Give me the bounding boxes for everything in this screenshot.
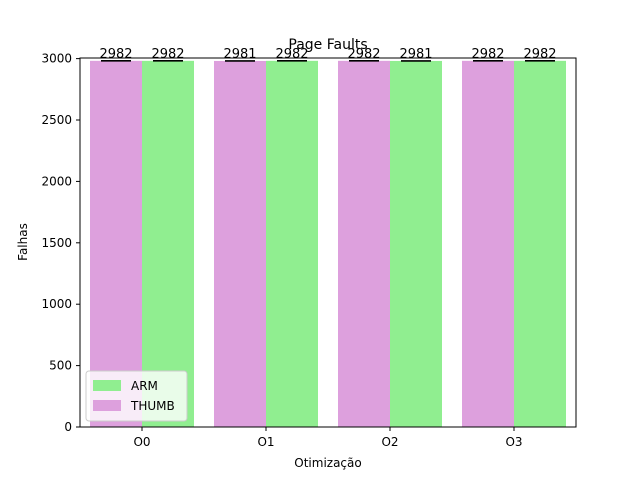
bar-arm-o3 [514,60,566,428]
data-label-arm-o2: 2981 [399,47,432,62]
bars-group [90,60,566,428]
data-label-arm-o1: 2982 [275,47,308,62]
data-label-thumb-o1: 2981 [223,47,256,62]
legend-label-thumb: THUMB [130,399,175,413]
x-tick-label-o1: O1 [257,435,274,449]
x-axis-ticks: O0 O1 O2 O3 [133,427,523,449]
y-tick-label-500: 500 [49,359,72,373]
bar-thumb-o2 [338,60,390,428]
y-axis-label: Falhas [16,223,30,261]
x-tick-label-o2: O2 [381,435,398,449]
y-tick-label-1000: 1000 [41,297,72,311]
y-tick-label-1500: 1500 [41,236,72,250]
bar-arm-o1 [266,60,318,428]
bar-arm-o0 [142,60,194,428]
legend-label-arm: ARM [131,379,158,393]
chart-title: Page Faults [288,37,367,53]
y-tick-label-0: 0 [64,420,72,434]
data-label-arm-o3: 2982 [523,47,556,62]
data-label-thumb-o3: 2982 [471,47,504,62]
data-label-thumb-o2: 2982 [347,47,380,62]
bar-thumb-o3 [462,60,514,428]
legend: ARM THUMB [85,370,188,422]
legend-swatch-arm [93,380,121,391]
x-tick-label-o0: O0 [133,435,150,449]
bar-thumb-o0 [90,60,142,428]
data-label-thumb-o0: 2982 [99,47,132,62]
y-tick-label-2500: 2500 [41,113,72,127]
y-axis-ticks: 0 500 1000 1500 2000 2500 3000 [41,52,80,434]
legend-swatch-thumb [93,400,121,411]
x-tick-label-o3: O3 [505,435,522,449]
y-tick-label-3000: 3000 [41,52,72,66]
bar-arm-o2 [390,60,442,428]
y-tick-label-2000: 2000 [41,174,72,188]
data-label-arm-o0: 2982 [151,47,184,62]
bar-thumb-o1 [214,60,266,428]
x-axis-label: Otimização [294,456,361,470]
